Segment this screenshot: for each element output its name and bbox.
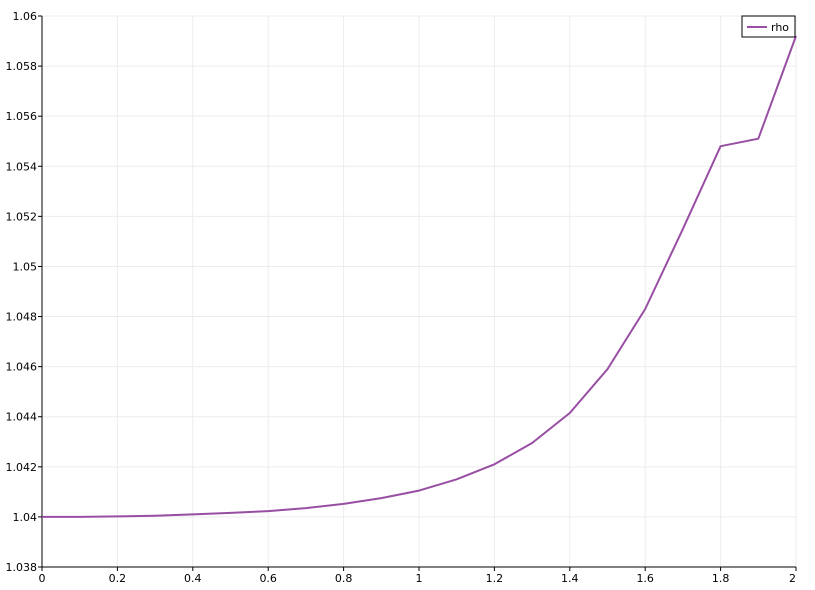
x-tick-label: 1.6 [636,572,654,585]
grid-lines [42,15,797,567]
series-layer [42,35,797,518]
x-tick-label: 0.2 [109,572,127,585]
x-tick-label: 0 [39,572,46,585]
y-tick-label: 1.05 [13,260,38,273]
y-tick-label: 1.042 [6,461,38,474]
x-tick-label: 0.8 [335,572,353,585]
y-axis-ticks: 1.038 1.04 1.042 1.044 1.046 1.048 1.05 1.052 1.… [6,10,42,574]
legend-box [741,15,796,38]
x-tick-label: 1.8 [712,572,730,585]
y-tick-label: 1.038 [6,561,38,574]
y-tick-label: 1.046 [6,361,38,374]
y-tick-label: 1.052 [6,210,38,223]
legend-label: rho [771,21,789,34]
y-tick-label: 1.06 [13,10,38,23]
x-tick-label: 0.4 [184,572,202,585]
x-tick-label: 0.6 [259,572,277,585]
y-tick-label: 1.058 [6,60,38,73]
legend: rho [741,15,796,38]
x-tick-label: 1.2 [486,572,504,585]
x-tick-label: 2 [789,572,796,585]
y-tick-label: 1.048 [6,311,38,324]
y-tick-label: 1.044 [6,411,38,424]
x-axis-ticks: 0 0.2 0.4 0.6 0.8 1 1.2 1.4 1.6 1.8 2 [39,567,797,585]
x-tick-label: 1 [416,572,423,585]
y-tick-label: 1.04 [13,511,38,524]
y-tick-label: 1.054 [6,160,38,173]
y-tick-label: 1.056 [6,110,38,123]
series-line-rho [42,35,797,518]
x-tick-label: 1.4 [561,572,579,585]
